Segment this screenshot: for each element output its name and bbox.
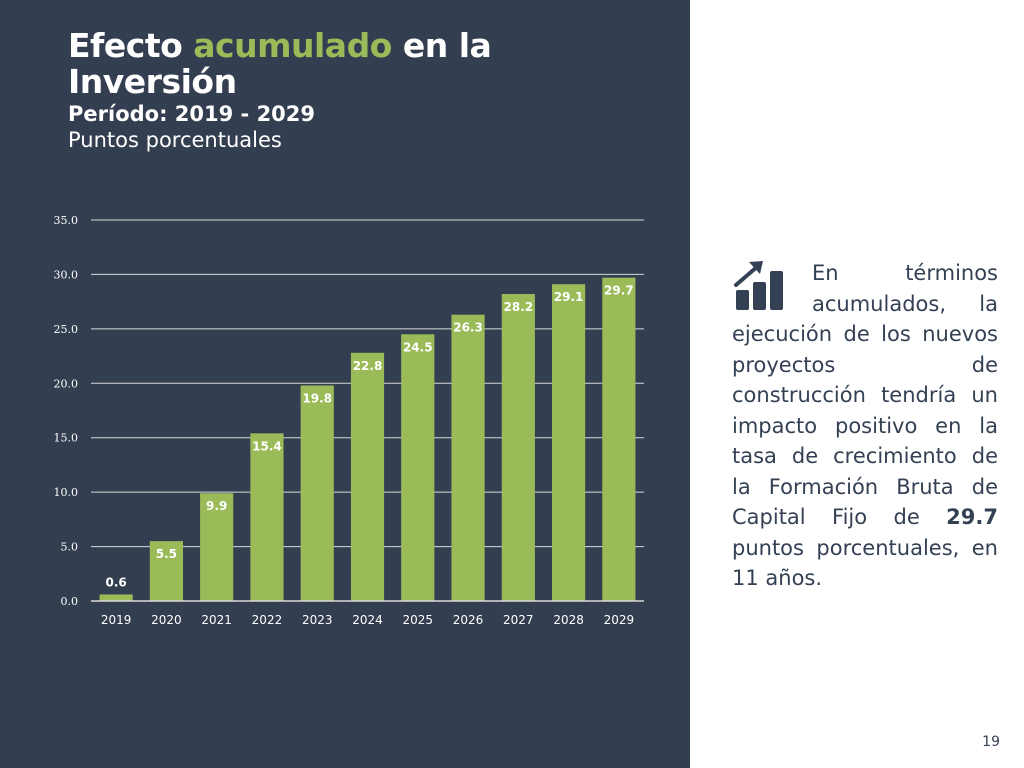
x-tick-label: 2025 xyxy=(402,613,433,627)
x-tick-label: 2024 xyxy=(352,613,383,627)
left-panel: Efecto acumulado en la Inversión Período… xyxy=(0,0,690,768)
data-label: 26.3 xyxy=(453,321,483,335)
y-tick-label: 35.0 xyxy=(54,214,79,227)
x-tick-label: 2026 xyxy=(453,613,484,627)
x-tick-label: 2020 xyxy=(151,613,182,627)
data-label: 5.5 xyxy=(156,547,177,561)
slide-title: Efecto acumulado en la Inversión xyxy=(68,28,668,100)
y-tick-label: 25.0 xyxy=(54,323,79,336)
title-part-1: Efecto xyxy=(68,26,194,65)
x-tick-label: 2029 xyxy=(604,613,635,627)
data-label: 15.4 xyxy=(252,439,282,453)
y-tick-label: 20.0 xyxy=(54,377,79,390)
data-label: 29.7 xyxy=(604,284,634,298)
data-label: 29.1 xyxy=(554,290,584,304)
bar xyxy=(300,385,334,601)
bar-chart-growth-icon xyxy=(732,258,802,316)
bar-chart: 0.0 5.0 10.0 15.0 20.0 25.0 30.0 35.0 0.6 2019 5.5… xyxy=(54,214,644,627)
y-tick-label: 30.0 xyxy=(54,268,79,281)
title-block: Efecto acumulado en la Inversión Período… xyxy=(68,28,668,153)
units-subtitle: Puntos porcentuales xyxy=(68,128,282,152)
y-tick-label: 0.0 xyxy=(61,595,79,608)
bar xyxy=(99,594,133,601)
bar xyxy=(552,284,586,601)
bar xyxy=(250,433,284,601)
bar xyxy=(401,334,435,601)
x-tick-label: 2023 xyxy=(302,613,333,627)
data-label: 24.5 xyxy=(403,340,433,354)
x-tick-label: 2028 xyxy=(553,613,584,627)
title-part-2: en la Inversión xyxy=(68,26,492,101)
data-label: 0.6 xyxy=(106,575,127,589)
description-before-bold: En términos acumulados, la ejecución de … xyxy=(732,261,998,529)
y-tick-label: 5.0 xyxy=(61,541,79,554)
page-number: 19 xyxy=(982,734,1000,750)
description-after-bold: puntos porcentuales, en 11 años. xyxy=(732,535,998,591)
data-label: 19.8 xyxy=(302,391,332,405)
x-tick-label: 2027 xyxy=(503,613,534,627)
y-tick-label: 10.0 xyxy=(54,486,79,499)
x-tick-label: 2021 xyxy=(201,613,232,627)
bar xyxy=(149,541,183,601)
period-subtitle: Período: 2019 - 2029 xyxy=(68,102,316,126)
bar xyxy=(602,277,636,601)
description-text: En términos acumulados, la ejecución de … xyxy=(732,258,998,594)
x-tick-label: 2022 xyxy=(252,613,283,627)
y-tick-label: 15.0 xyxy=(54,432,79,445)
bar xyxy=(501,294,535,601)
data-label: 22.8 xyxy=(353,359,383,373)
title-accent: acumulado xyxy=(193,26,392,65)
description-bold-value: 29.7 xyxy=(946,505,998,529)
bar xyxy=(451,314,485,601)
data-label: 9.9 xyxy=(206,499,227,513)
x-tick-label: 2019 xyxy=(101,613,132,627)
data-label: 28.2 xyxy=(504,300,534,314)
bar xyxy=(200,493,234,601)
bar xyxy=(350,352,385,601)
